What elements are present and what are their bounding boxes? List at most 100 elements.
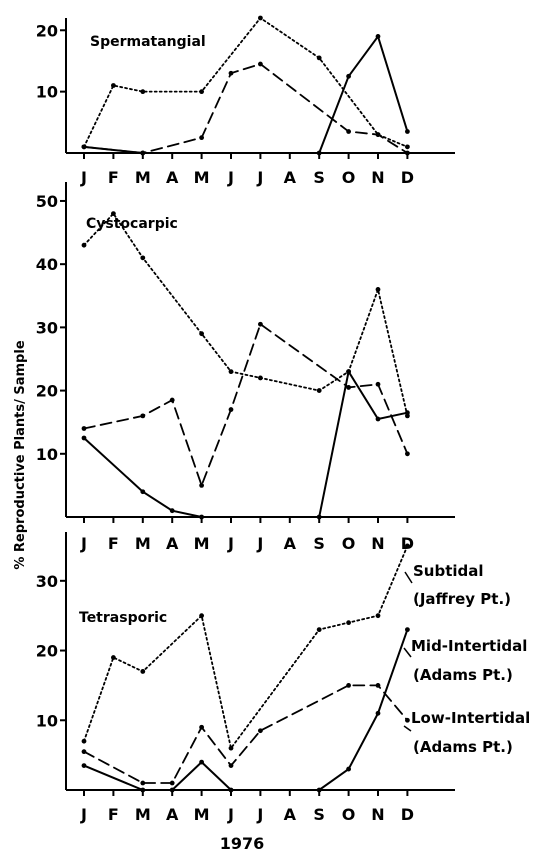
data-point-low-intertidal [81, 749, 87, 755]
y-tick-label: 10 [36, 445, 58, 464]
x-tick-label: M [135, 168, 151, 187]
data-point-low-intertidal [375, 683, 381, 688]
data-point-mid-intertidal [81, 435, 87, 441]
data-point-low-intertidal [258, 61, 263, 67]
x-tick-label: D [401, 168, 414, 187]
data-point-mid-intertidal [199, 759, 205, 765]
x-tick-label: S [313, 168, 325, 187]
series-line-subtidal [83, 545, 409, 751]
data-point-subtidal [258, 375, 263, 381]
legend-low-line1: Low-Intertidal [411, 709, 530, 727]
data-point-mid-intertidal [346, 766, 351, 772]
data-point-low-intertidal [258, 728, 263, 734]
data-point-mid-intertidal [81, 144, 87, 150]
x-tick-label: O [342, 534, 356, 553]
y-tick-label: 20 [36, 642, 58, 661]
data-point-subtidal [111, 211, 116, 217]
series-line-subtidal [83, 212, 409, 417]
x-tick-label: J [80, 534, 87, 553]
data-point-subtidal [405, 543, 410, 549]
data-point-low-intertidal [81, 426, 87, 431]
data-point-low-intertidal [199, 724, 205, 730]
data-point-low-intertidal [199, 135, 205, 141]
data-point-low-intertidal [140, 413, 146, 419]
data-point-low-intertidal [199, 482, 205, 488]
data-point-low-intertidal [169, 397, 175, 403]
x-tick-label: A [166, 168, 179, 187]
y-tick-label: 20 [36, 21, 58, 40]
panel-title: Spermatangial [90, 34, 206, 50]
data-point-subtidal [375, 287, 381, 292]
x-tick-label: S [313, 805, 325, 824]
x-tick-label: A [284, 534, 297, 553]
data-point-mid-intertidal [375, 710, 381, 716]
data-point-mid-intertidal [169, 508, 175, 514]
data-point-low-intertidal [346, 683, 351, 688]
data-point-mid-intertidal [405, 129, 410, 134]
x-tick-label: F [108, 168, 119, 187]
data-point-subtidal [228, 745, 234, 751]
x-tick-label: A [284, 168, 297, 187]
x-tick-label: M [135, 534, 151, 553]
data-point-low-intertidal [405, 717, 410, 723]
data-point-subtidal [375, 613, 381, 619]
x-tick-label: J [256, 534, 263, 553]
data-point-subtidal [111, 83, 116, 88]
data-point-subtidal [199, 613, 205, 619]
x-tick-label: S [313, 534, 325, 553]
data-point-subtidal [258, 15, 263, 21]
data-point-low-intertidal [258, 321, 263, 327]
x-tick-label: A [284, 805, 297, 824]
legend-low-line2: (Adams Pt.) [413, 738, 513, 756]
data-point-mid-intertidal [316, 514, 322, 520]
legend: Subtidal (Jaffrey Pt.) Mid-Intertidal (A… [403, 562, 530, 756]
series-line-low-intertidal [83, 63, 409, 154]
data-point-mid-intertidal [169, 787, 175, 793]
data-point-subtidal [140, 89, 146, 95]
x-tick-label: O [342, 168, 356, 187]
data-point-low-intertidal [140, 780, 146, 786]
x-tick-label: J [227, 534, 234, 553]
data-point-mid-intertidal [81, 763, 87, 768]
data-point-mid-intertidal [228, 787, 234, 793]
data-point-subtidal [346, 620, 351, 626]
x-tick-label: M [135, 805, 151, 824]
y-tick-label: 20 [36, 382, 58, 401]
series-line-mid-intertidal [83, 628, 409, 791]
data-point-low-intertidal [228, 763, 234, 768]
series-line-low-intertidal [83, 322, 409, 489]
data-point-mid-intertidal [346, 369, 351, 375]
data-point-low-intertidal [169, 780, 175, 786]
x-axis-label: 1976 [220, 834, 265, 853]
data-point-low-intertidal [405, 451, 410, 457]
data-point-mid-intertidal [140, 489, 146, 495]
data-point-mid-intertidal [316, 787, 322, 793]
data-point-subtidal [199, 331, 205, 337]
data-point-low-intertidal [375, 381, 381, 387]
legend-mid-pointer [403, 647, 412, 658]
legend-subtidal-pointer [404, 571, 413, 584]
x-tick-label: J [227, 805, 234, 824]
data-point-mid-intertidal [375, 34, 381, 39]
x-tick-label: J [80, 805, 87, 824]
x-tick-label: M [194, 534, 210, 553]
data-point-low-intertidal [228, 70, 234, 76]
x-tick-label: N [371, 805, 384, 824]
legend-low-pointer [403, 725, 412, 732]
x-tick-label: D [401, 805, 414, 824]
x-tick-label: M [194, 805, 210, 824]
data-point-subtidal [111, 655, 116, 660]
legend-mid-line1: Mid-Intertidal [411, 637, 527, 655]
y-tick-label: 10 [36, 83, 58, 102]
data-point-subtidal [316, 627, 322, 633]
data-point-subtidal [405, 144, 410, 150]
series-line-low-intertidal [83, 684, 409, 784]
x-tick-label: F [108, 805, 119, 824]
data-point-low-intertidal [228, 407, 234, 412]
series-line-subtidal [83, 16, 409, 148]
panel-title: Tetrasporic [79, 610, 167, 626]
x-tick-label: J [227, 168, 234, 187]
x-tick-label: O [342, 805, 356, 824]
